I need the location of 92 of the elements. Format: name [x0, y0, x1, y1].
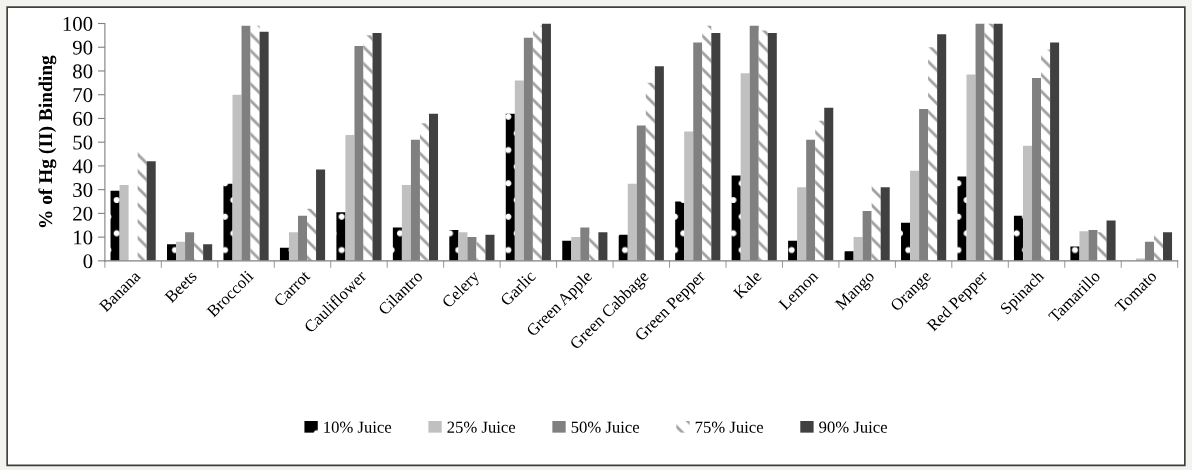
bar [880, 187, 890, 261]
y-tick-label: 90 [72, 40, 93, 55]
bar [401, 184, 411, 261]
bar [654, 66, 664, 261]
legend-label: 10% Juice [324, 421, 392, 433]
bar [702, 25, 712, 261]
bar [485, 234, 495, 261]
bar [110, 190, 120, 261]
y-tick-label: 80 [73, 64, 93, 79]
bar [232, 94, 242, 261]
bar [1070, 246, 1080, 261]
y-tick-label: 70 [73, 88, 93, 103]
bar [476, 241, 486, 261]
bar [307, 208, 317, 261]
bar [1022, 145, 1033, 261]
bar [684, 131, 694, 261]
bar [767, 32, 777, 261]
bar [984, 23, 994, 261]
bar [910, 170, 920, 261]
bar [194, 241, 204, 261]
bar [137, 149, 147, 261]
bar [392, 227, 402, 261]
bar [316, 169, 326, 261]
bar [541, 23, 551, 261]
bar [853, 237, 863, 261]
legend-label: 75% Juice [695, 421, 764, 433]
bar [788, 240, 798, 261]
y-tick-label: 100 [63, 16, 93, 31]
bar [372, 32, 382, 261]
bar [505, 113, 515, 261]
legend-label: 50% Juice [571, 421, 640, 433]
y-axis-title: % of Hg (II) Binding [38, 55, 57, 228]
bar [345, 135, 355, 261]
bar [250, 25, 260, 261]
bar [223, 183, 233, 261]
bar [627, 183, 637, 261]
bar [1079, 231, 1089, 261]
bar [514, 80, 524, 261]
bar [815, 120, 825, 261]
bar [966, 74, 976, 261]
y-tick-label: 60 [73, 111, 93, 126]
y-tick-label: 20 [73, 206, 93, 221]
bar [288, 232, 298, 261]
y-tick-label: 0 [83, 254, 93, 269]
bar [336, 212, 346, 261]
bar [1013, 215, 1023, 261]
legend-label: 90% Juice [819, 421, 887, 433]
bar [449, 229, 459, 261]
bar [618, 234, 628, 261]
bar [259, 31, 269, 261]
bar [675, 201, 685, 261]
y-tick-label: 50 [73, 135, 93, 150]
bar [1097, 232, 1107, 261]
bar [176, 241, 186, 261]
bar [740, 73, 750, 261]
bar [993, 23, 1003, 261]
bar [532, 25, 542, 261]
bar [1106, 220, 1116, 261]
y-tick-label: 10 [74, 230, 93, 245]
bar [901, 222, 911, 261]
bar [1153, 232, 1164, 261]
bar [824, 107, 834, 261]
bar [1041, 49, 1051, 261]
bar [167, 244, 177, 261]
bar [589, 234, 599, 261]
bar [937, 34, 947, 261]
y-tick-label: 40 [72, 159, 93, 174]
bar [711, 32, 721, 261]
bar [1163, 232, 1173, 261]
bar [571, 237, 581, 261]
bar [928, 47, 938, 261]
bar [419, 123, 429, 261]
bar [731, 175, 741, 261]
x-tick-label: Kale [732, 269, 763, 300]
legend-label: 25% Juice [447, 421, 516, 433]
bar [203, 244, 213, 261]
bar [957, 176, 967, 261]
bar [562, 240, 572, 261]
bar [844, 251, 854, 261]
bar [645, 82, 655, 261]
bar [146, 161, 156, 261]
bar [279, 247, 289, 261]
bar [428, 113, 439, 261]
bar [458, 232, 468, 261]
bar [758, 30, 768, 261]
bar [871, 184, 881, 261]
bar [1050, 42, 1060, 261]
bar [598, 232, 608, 261]
bar [363, 35, 373, 261]
bar [119, 184, 129, 261]
y-tick-label: 30 [73, 183, 93, 198]
bar [797, 187, 807, 261]
